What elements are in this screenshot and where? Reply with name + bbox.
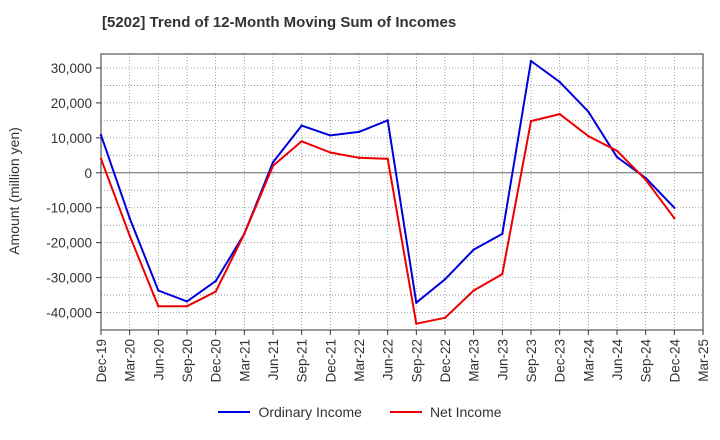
y-tick-label: 10,000	[51, 131, 92, 146]
data-point-ordinary-income	[300, 124, 303, 127]
data-point-ordinary-income	[501, 232, 504, 236]
x-tick-label: Sep-24	[639, 339, 654, 383]
data-point-net-income	[558, 112, 561, 116]
y-tick-label: 20,000	[51, 96, 92, 111]
x-tick-label: Sep-21	[295, 339, 310, 383]
legend-item-net-income: Net Income	[389, 404, 502, 420]
x-tick-label: Jun-21	[266, 339, 281, 380]
data-point-net-income	[501, 272, 504, 276]
data-point-net-income	[214, 290, 217, 293]
x-tick-label: Dec-19	[94, 339, 109, 383]
data-point-ordinary-income	[415, 301, 418, 304]
x-tick-label: Dec-21	[323, 339, 338, 383]
data-point-net-income	[615, 149, 619, 152]
x-tick-label: Dec-24	[667, 339, 682, 383]
legend-swatch-net-income	[389, 411, 422, 413]
y-tick-label: -10,000	[46, 201, 92, 216]
data-point-net-income	[329, 151, 332, 154]
x-tick-label: Mar-21	[237, 339, 252, 382]
y-tick-label: -40,000	[46, 306, 92, 321]
data-point-ordinary-income	[472, 248, 475, 251]
legend: Ordinary Income Net Income	[0, 404, 720, 420]
data-point-net-income	[472, 289, 475, 292]
grid	[100, 54, 704, 331]
x-tick-label: Jun-20	[151, 339, 166, 380]
x-tick-label: Mar-25	[696, 339, 711, 382]
data-point-net-income	[357, 156, 361, 159]
x-tick-label: Jun-24	[610, 339, 625, 381]
x-tick-label: Mar-24	[581, 339, 596, 382]
x-tick-label: Mar-22	[352, 339, 367, 382]
x-tick-label: Jun-22	[381, 339, 396, 380]
data-point-net-income	[128, 234, 131, 237]
data-point-net-income	[673, 217, 676, 220]
data-point-ordinary-income	[587, 110, 590, 113]
x-tick-label: Dec-20	[209, 339, 224, 383]
data-point-net-income	[300, 140, 303, 143]
data-point-net-income	[415, 322, 418, 325]
legend-swatch-ordinary-income	[218, 411, 251, 413]
x-tick-label: Mar-23	[467, 339, 482, 382]
legend-item-ordinary-income: Ordinary Income	[218, 404, 362, 420]
x-tick-label: Dec-23	[553, 339, 568, 383]
data-point-ordinary-income	[615, 155, 619, 159]
data-point-ordinary-income	[386, 119, 389, 122]
data-point-net-income	[529, 119, 533, 123]
data-point-ordinary-income	[357, 130, 361, 134]
data-point-ordinary-income	[443, 278, 447, 281]
data-point-net-income	[443, 316, 447, 319]
data-point-net-income	[587, 134, 590, 138]
data-point-net-income	[271, 164, 275, 167]
data-point-net-income	[157, 305, 160, 308]
y-tick-label: -30,000	[46, 271, 92, 286]
legend-label-net-income: Net Income	[429, 404, 502, 420]
tick-labels: 30,000 20,000 10,000 0 -10,000 -20,000 -30,000…	[46, 61, 711, 383]
data-point-net-income	[386, 157, 389, 161]
chart-title: [5202] Trend of 12-Month Moving Sum of I…	[102, 14, 457, 31]
y-axis-label: Amount (million yen)	[6, 127, 22, 255]
data-point-ordinary-income	[673, 206, 676, 209]
series-line-net-income	[100, 113, 676, 325]
x-tick-label: Jun-23	[495, 339, 510, 380]
data-point-net-income	[185, 305, 189, 308]
x-tick-label: Sep-22	[409, 339, 424, 383]
data-point-ordinary-income	[529, 59, 533, 63]
data-point-ordinary-income	[329, 134, 332, 137]
series-line-ordinary-income	[100, 60, 676, 304]
plot-frame	[100, 53, 704, 331]
legend-label-ordinary-income: Ordinary Income	[258, 404, 362, 420]
y-tick-label: 30,000	[51, 61, 92, 76]
data-point-ordinary-income	[271, 161, 275, 164]
x-tick-label: Sep-20	[180, 339, 195, 383]
axes	[96, 53, 704, 335]
data-point-net-income	[243, 232, 246, 236]
data-point-ordinary-income	[185, 300, 189, 303]
data-point-net-income	[644, 178, 647, 181]
data-point-ordinary-income	[214, 279, 217, 283]
data-point-ordinary-income	[157, 289, 160, 292]
x-tick-label: Dec-22	[438, 339, 453, 383]
data-point-ordinary-income	[558, 80, 561, 84]
y-tick-label: -20,000	[46, 236, 92, 251]
x-tick-label: Sep-23	[524, 339, 539, 383]
data-point-ordinary-income	[99, 133, 103, 137]
data-point-ordinary-income	[128, 217, 131, 220]
y-tick-label: 0	[84, 166, 92, 181]
x-tick-label: Mar-20	[123, 339, 138, 382]
data-point-net-income	[99, 157, 103, 161]
series	[99, 59, 676, 325]
